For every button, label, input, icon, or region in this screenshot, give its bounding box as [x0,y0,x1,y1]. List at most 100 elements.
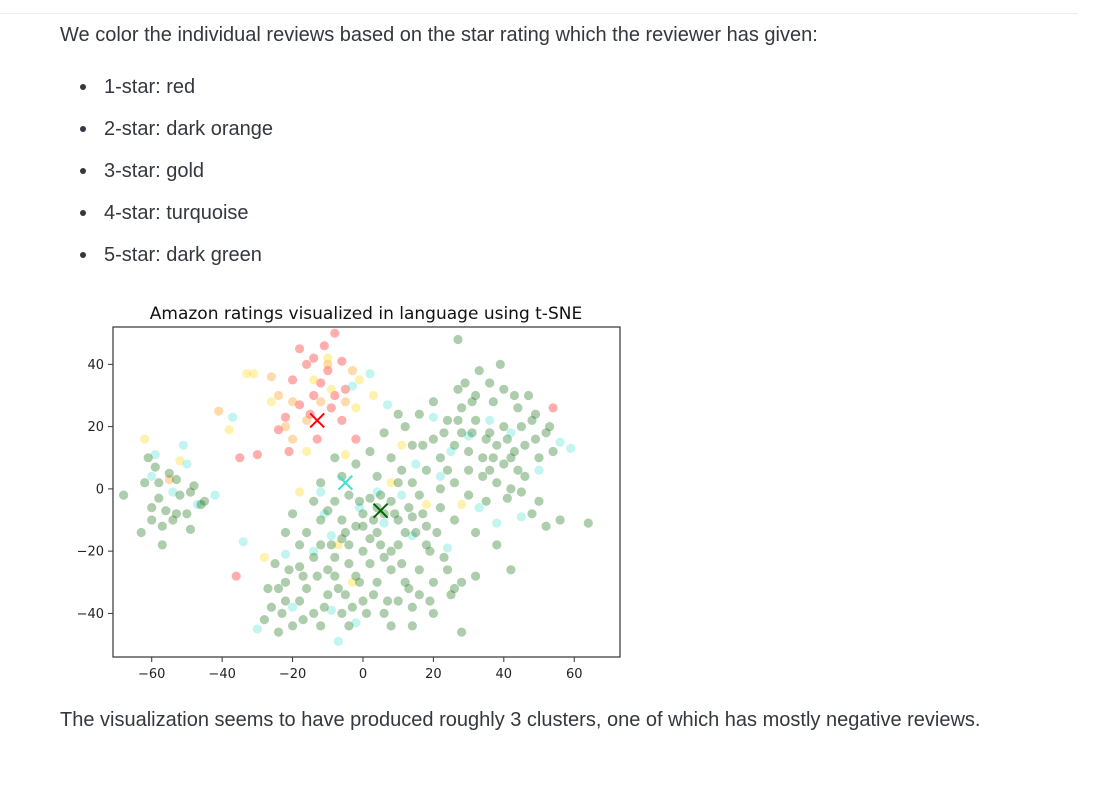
data-point [358,509,368,519]
data-point [376,490,386,500]
data-point [337,471,347,481]
data-point [277,608,287,618]
data-point [302,583,312,594]
data-point [530,434,541,444]
data-point [323,590,333,600]
data-point [481,496,491,506]
data-point [150,462,160,472]
data-point [492,440,502,450]
centroid-marker [337,474,354,491]
data-point [372,527,382,538]
data-point [192,499,203,510]
data-point [467,428,477,438]
data-point [457,499,467,510]
data-point [182,459,192,469]
data-point [340,384,350,394]
data-point [555,437,565,447]
data-point [280,549,291,559]
data-point [442,565,453,575]
data-point [534,465,544,475]
data-point [147,471,157,481]
data-point [298,571,308,581]
data-point [231,571,241,581]
data-point [161,506,171,516]
data-point [266,602,276,612]
data-point [502,434,512,444]
data-point [548,446,558,457]
data-point [284,446,294,457]
data-point [411,527,421,538]
data-point [478,453,488,463]
data-point [224,425,234,435]
data-point [393,409,403,419]
data-point [435,453,445,463]
data-point [442,543,453,553]
data-point [400,577,410,587]
data-point [273,425,284,435]
data-point [446,446,456,457]
data-point [288,509,298,519]
data-point [175,490,185,500]
data-point [228,412,238,422]
data-point [316,397,326,407]
data-point [178,440,188,450]
data-point [428,412,438,422]
data-point [259,552,269,562]
data-point [295,344,305,354]
data-point [418,509,428,519]
chart-title: Amazon ratings visualized in language us… [150,304,582,324]
tsne-chart: Amazon ratings visualized in language us… [60,296,640,696]
data-point [340,527,350,538]
data-point [471,527,481,538]
list-item-label: 5-star: dark green [104,244,262,266]
data-point [534,496,544,506]
data-point [467,397,477,407]
data-point [273,627,284,637]
data-point [376,540,386,550]
data-point [407,512,417,522]
data-point [333,583,343,594]
data-point [171,509,181,519]
data-point [316,487,326,497]
data-point [302,415,312,425]
data-point [326,605,336,615]
data-point [397,465,407,475]
data-point [442,415,453,425]
data-point [288,602,298,612]
data-point [316,378,326,388]
data-point [259,615,269,625]
data-point [337,534,347,544]
data-point [154,493,164,503]
data-point [365,446,375,457]
data-point [344,490,354,500]
data-point [383,596,393,606]
data-point [513,465,523,475]
data-point [351,403,361,413]
data-point [330,328,340,338]
centroid-marker [372,502,389,519]
data-point [288,621,298,631]
data-point [312,434,322,444]
data-point [168,487,178,497]
data-point [379,608,389,618]
y-axis: −40 −20 0 20 40 [77,358,113,622]
data-point [439,428,449,438]
data-point [397,490,407,500]
data-point [492,518,502,528]
x-tick-label: 20 [425,667,442,682]
data-point [333,540,343,550]
data-point [284,565,294,575]
list-item: 2-star: dark orange [60,113,273,155]
data-point [453,415,463,425]
data-point [407,440,417,450]
data-point [147,515,157,525]
data-point [471,390,481,401]
data-point [506,428,516,438]
data-point [414,590,424,600]
data-point [372,577,382,587]
list-item: 1-star: red [60,71,273,113]
data-point [295,400,305,410]
data-point [404,503,414,513]
data-point [302,527,312,538]
data-point [288,375,298,385]
